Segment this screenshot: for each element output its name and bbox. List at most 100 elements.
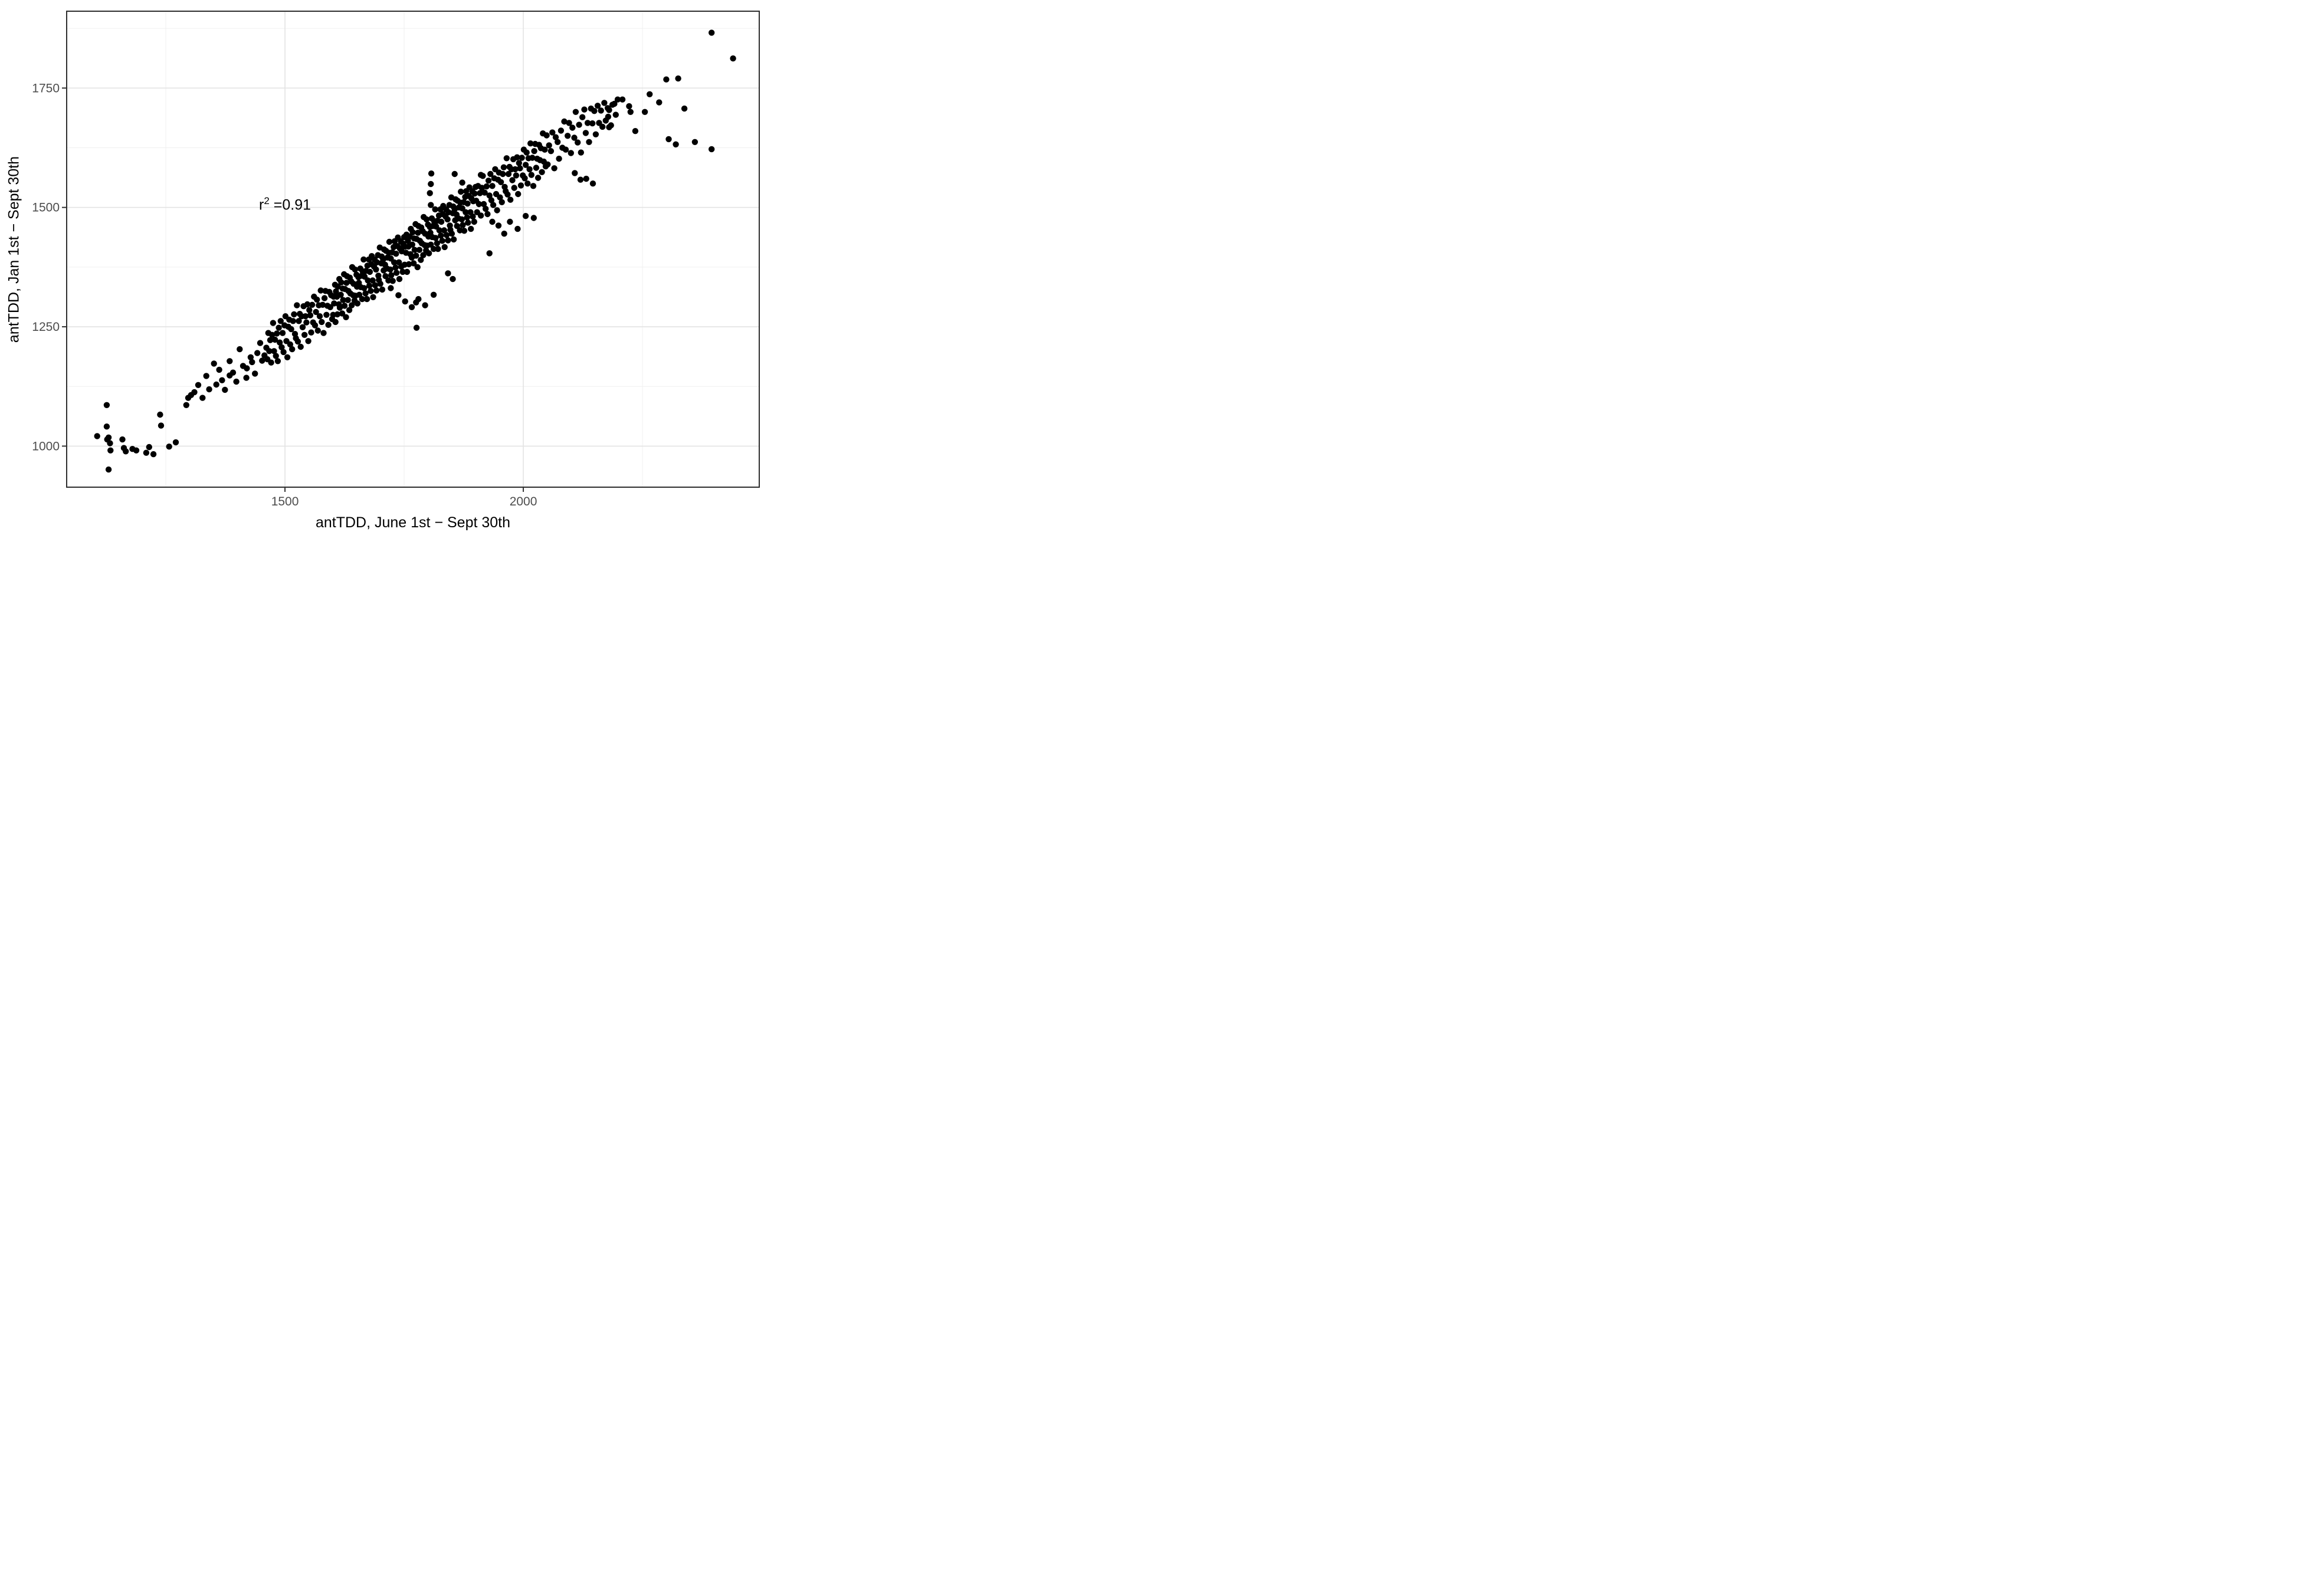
data-point bbox=[599, 123, 606, 130]
data-point bbox=[392, 264, 399, 271]
data-point bbox=[582, 130, 589, 136]
data-point bbox=[428, 170, 435, 177]
data-point bbox=[416, 247, 423, 253]
data-point bbox=[675, 75, 681, 82]
data-point bbox=[252, 370, 258, 377]
data-point bbox=[500, 164, 507, 170]
data-point bbox=[244, 365, 250, 372]
data-point bbox=[534, 175, 542, 181]
data-point bbox=[505, 170, 512, 178]
data-point bbox=[441, 244, 448, 251]
data-point bbox=[119, 436, 126, 443]
data-point bbox=[430, 291, 437, 298]
data-point bbox=[105, 466, 112, 473]
data-point bbox=[297, 343, 304, 350]
data-point bbox=[346, 307, 353, 313]
data-point bbox=[343, 314, 349, 320]
data-point bbox=[730, 55, 736, 62]
data-point bbox=[278, 344, 285, 350]
data-point bbox=[309, 301, 316, 308]
data-point bbox=[396, 275, 403, 283]
data-point bbox=[524, 180, 531, 187]
data-point bbox=[299, 324, 306, 330]
data-point bbox=[497, 179, 504, 185]
data-point bbox=[565, 133, 571, 139]
data-point bbox=[605, 113, 612, 120]
data-point bbox=[305, 338, 311, 344]
data-point bbox=[572, 109, 579, 115]
data-point bbox=[460, 222, 466, 228]
data-point bbox=[172, 439, 179, 446]
data-point bbox=[470, 213, 476, 220]
data-point bbox=[579, 114, 586, 120]
data-point bbox=[409, 229, 416, 235]
data-point bbox=[549, 129, 556, 136]
data-point bbox=[304, 301, 311, 308]
data-point bbox=[373, 287, 380, 294]
data-point bbox=[557, 127, 565, 134]
data-point bbox=[219, 377, 225, 383]
data-point bbox=[319, 301, 326, 308]
data-point bbox=[379, 286, 386, 293]
data-point bbox=[418, 257, 424, 263]
data-point bbox=[345, 297, 351, 303]
data-point bbox=[512, 166, 519, 173]
data-point bbox=[576, 121, 582, 128]
data-point bbox=[341, 303, 348, 309]
data-point bbox=[614, 96, 621, 103]
data-point bbox=[408, 304, 415, 310]
data-point bbox=[377, 281, 383, 287]
data-point bbox=[568, 150, 574, 156]
data-point bbox=[319, 318, 325, 326]
data-point bbox=[333, 288, 339, 295]
data-point bbox=[233, 378, 240, 385]
data-point bbox=[439, 238, 445, 244]
data-point bbox=[352, 266, 358, 273]
data-point bbox=[306, 307, 313, 313]
data-point bbox=[370, 294, 376, 300]
data-point bbox=[450, 236, 457, 243]
data-point bbox=[497, 194, 503, 201]
data-point bbox=[363, 295, 370, 303]
data-point bbox=[581, 106, 588, 113]
y-tick-label: 1750 bbox=[32, 81, 60, 95]
data-point bbox=[517, 165, 523, 172]
data-point bbox=[323, 311, 330, 318]
data-point bbox=[107, 447, 114, 454]
data-point bbox=[451, 170, 458, 178]
data-point bbox=[280, 349, 287, 356]
x-tick-label: 2000 bbox=[510, 495, 537, 508]
data-point bbox=[572, 170, 578, 176]
data-point bbox=[146, 444, 152, 451]
data-point bbox=[411, 260, 417, 267]
data-point bbox=[458, 216, 465, 223]
data-point bbox=[336, 304, 343, 311]
data-point bbox=[561, 118, 568, 125]
data-point bbox=[489, 183, 496, 189]
data-point bbox=[647, 91, 653, 97]
data-point bbox=[365, 277, 371, 284]
data-point bbox=[402, 298, 408, 305]
data-point bbox=[583, 175, 589, 182]
data-point bbox=[589, 180, 596, 187]
data-point bbox=[578, 149, 584, 156]
data-point bbox=[423, 216, 430, 223]
data-point bbox=[94, 433, 100, 439]
data-point bbox=[435, 245, 441, 252]
data-point bbox=[229, 369, 237, 376]
data-point bbox=[271, 348, 277, 354]
data-point bbox=[430, 245, 437, 252]
data-point bbox=[438, 218, 445, 225]
data-point bbox=[337, 291, 344, 298]
data-point bbox=[327, 304, 333, 310]
data-point bbox=[386, 238, 393, 245]
data-point bbox=[463, 209, 469, 215]
data-point bbox=[547, 148, 555, 155]
data-point bbox=[393, 251, 399, 257]
data-point bbox=[514, 154, 520, 160]
data-point bbox=[477, 172, 484, 178]
data-point bbox=[709, 146, 715, 153]
data-point bbox=[517, 182, 524, 189]
scatter-plot-figure: 1500 2000 1000 1250 1500 1750 antTDD, June 1s… bbox=[0, 0, 766, 532]
data-point bbox=[257, 340, 264, 346]
